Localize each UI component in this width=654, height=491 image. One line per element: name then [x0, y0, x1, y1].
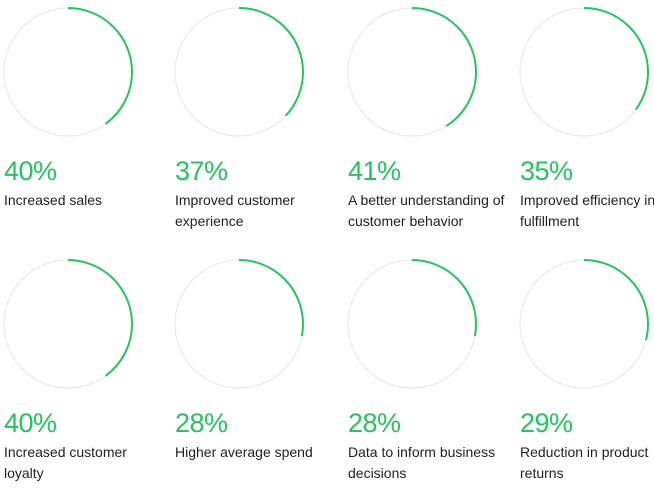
ring-progress-arc — [3, 259, 133, 389]
ring-progress-arc — [174, 7, 304, 137]
stat-value: 28% — [348, 408, 401, 438]
ring-chart — [347, 7, 477, 137]
stat-label: Higher average spend — [175, 444, 313, 460]
stat-label: Increased sales — [4, 192, 103, 208]
stat-label: A better understanding of customer behav… — [348, 192, 505, 229]
stat-label: Improved customer experience — [175, 192, 295, 229]
stat-value: 28% — [175, 408, 228, 438]
ring-progress-arc — [519, 259, 649, 389]
ring-chart — [519, 259, 649, 389]
stat-value: 41% — [348, 156, 401, 186]
stat-label: Improved efficiency in fulfillment — [520, 192, 654, 229]
stat-label: Reduction in product returns — [520, 444, 649, 481]
ring-progress-arc — [3, 7, 133, 137]
stat-value: 40% — [4, 156, 57, 186]
ring-chart — [519, 7, 649, 137]
ring-progress-arc — [347, 259, 477, 389]
stat-value: 29% — [520, 408, 573, 438]
ring-chart — [174, 7, 304, 137]
ring-chart — [347, 259, 477, 389]
stat-value: 40% — [4, 408, 57, 438]
ring-chart — [174, 259, 304, 389]
stat-label: Increased customer loyalty — [4, 444, 127, 481]
stat-label: Data to inform business decisions — [348, 444, 496, 481]
stat-value: 37% — [175, 156, 228, 186]
ring-progress-arc — [519, 7, 649, 137]
ring-chart — [3, 7, 133, 137]
ring-progress-arc — [347, 7, 477, 137]
ring-progress-arc — [174, 259, 304, 389]
stat-value: 35% — [520, 156, 573, 186]
ring-chart — [3, 259, 133, 389]
